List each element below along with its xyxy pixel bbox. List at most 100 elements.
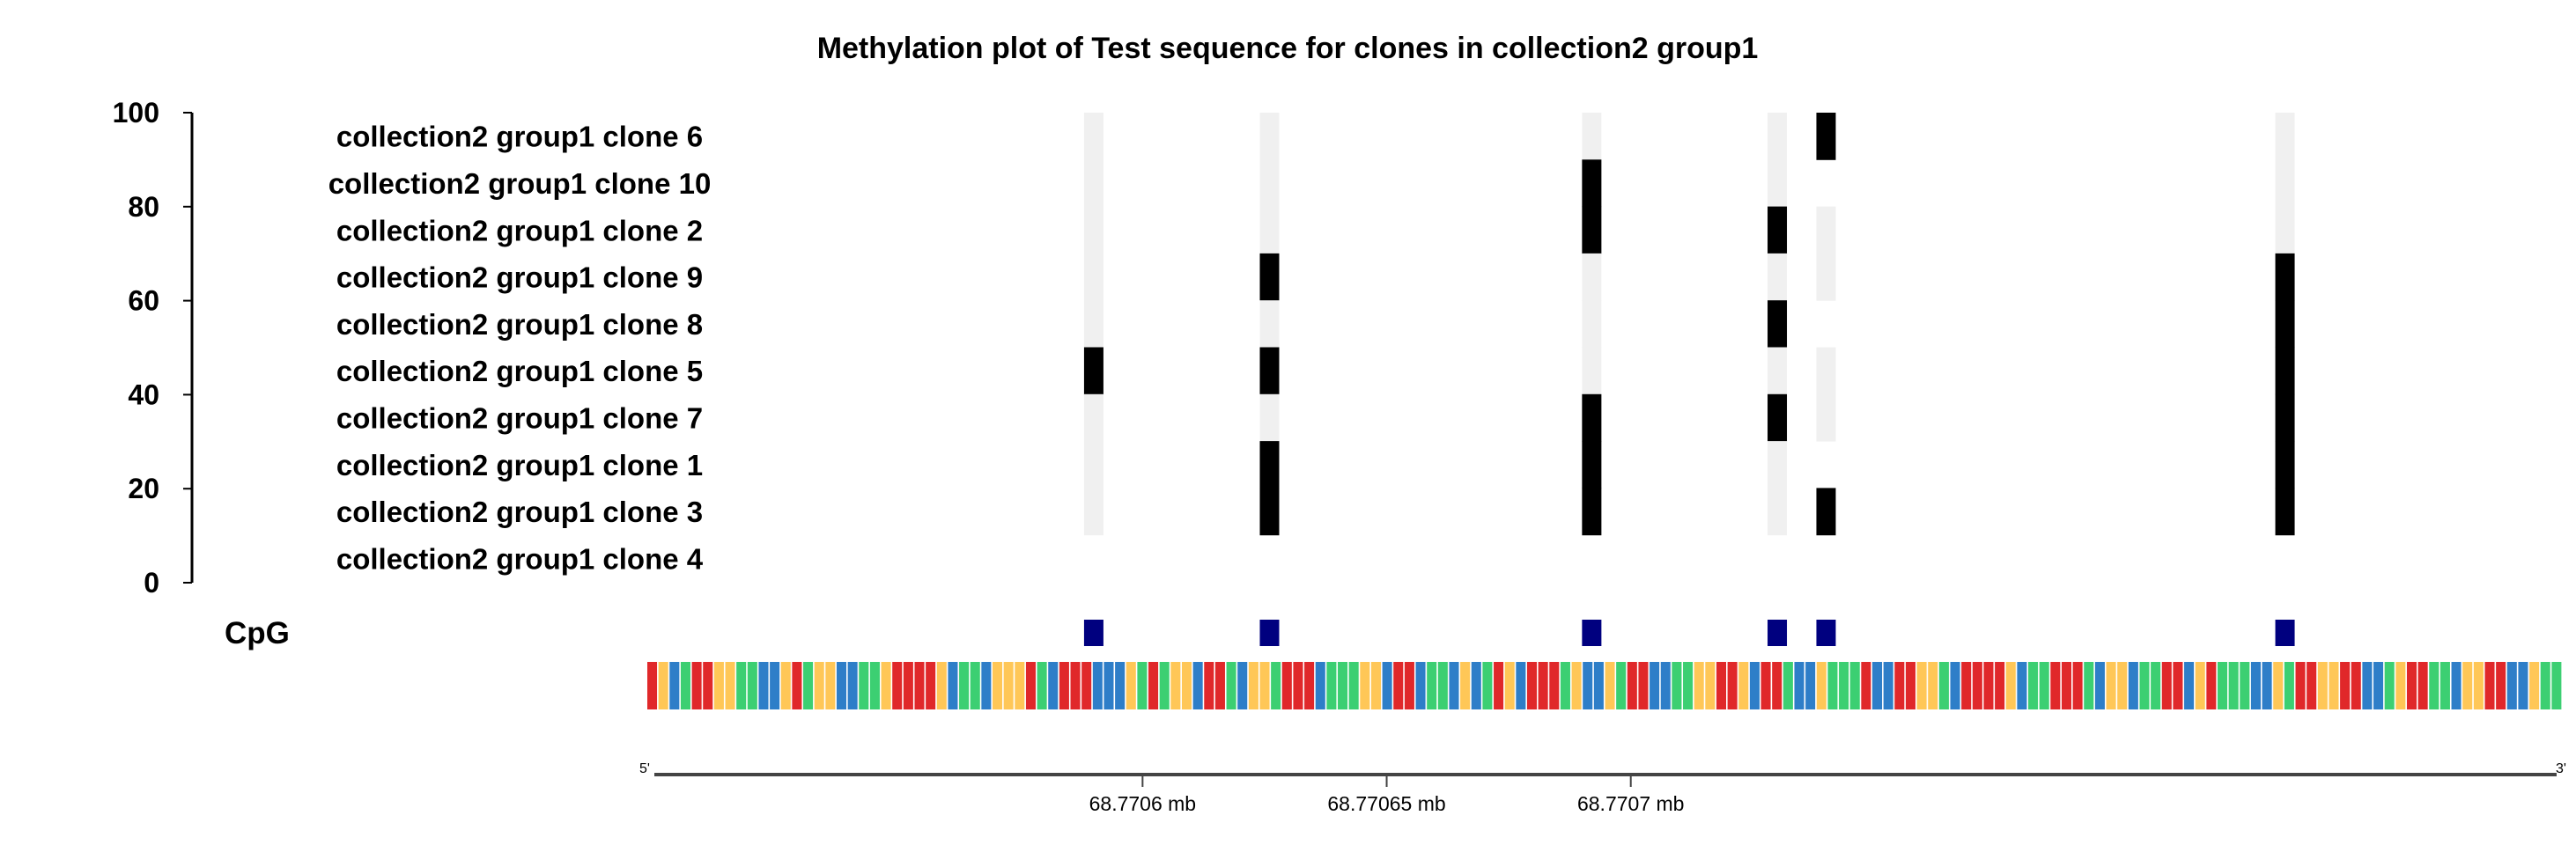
unmethylated-cell xyxy=(2275,113,2295,160)
sequence-base xyxy=(2017,662,2027,709)
cpg-track-label: CpG xyxy=(225,616,290,650)
sequence-base xyxy=(2128,662,2138,709)
methylated-cell xyxy=(1768,393,1788,442)
methylated-cell xyxy=(1816,113,1836,160)
sequence-base xyxy=(1716,662,1726,709)
sequence-base xyxy=(680,662,690,709)
sequence-base xyxy=(669,662,680,709)
sequence-base xyxy=(691,662,702,709)
cpg-site-marker xyxy=(1816,620,1836,646)
sequence-base xyxy=(2206,662,2217,709)
cpg-site-marker xyxy=(2275,620,2295,646)
sequence-base xyxy=(1460,662,1471,709)
sequence-base xyxy=(2506,662,2517,709)
sequence-base xyxy=(847,662,858,709)
y-tick-label: 20 xyxy=(128,473,159,504)
unmethylated-cell xyxy=(1768,347,1788,395)
sequence-base xyxy=(2117,662,2128,709)
five-prime-label: 5' xyxy=(639,761,650,776)
chart-title: Methylation plot of Test sequence for cl… xyxy=(817,32,1759,65)
sequence-base xyxy=(2072,662,2083,709)
sequence-base xyxy=(970,662,980,709)
sequence-base xyxy=(1170,662,1181,709)
sequence-base xyxy=(2184,662,2195,709)
sequence-base xyxy=(1683,662,1694,709)
unmethylated-cell xyxy=(1083,113,1103,160)
sequence-base xyxy=(1226,662,1236,709)
sequence-base xyxy=(892,662,903,709)
cpg-site-marker xyxy=(1582,620,1602,646)
sequence-base xyxy=(959,662,970,709)
sequence-base xyxy=(803,662,814,709)
sequence-base xyxy=(2384,662,2395,709)
unmethylated-cell xyxy=(1582,347,1602,395)
clone-label: collection2 group1 clone 9 xyxy=(336,261,703,294)
sequence-base xyxy=(2050,662,2061,709)
sequence-base xyxy=(1571,662,1582,709)
clone-label: collection2 group1 clone 1 xyxy=(336,449,703,481)
methylated-cell xyxy=(1083,347,1103,395)
x-tick-label: 68.77065 mb xyxy=(1327,792,1445,815)
sequence-base xyxy=(647,662,658,709)
sequence-base xyxy=(948,662,958,709)
sequence-base xyxy=(1214,662,1225,709)
clone-label: collection2 group1 clone 8 xyxy=(336,308,703,341)
sequence-base xyxy=(2406,662,2417,709)
sequence-base xyxy=(2529,662,2540,709)
genomic-axis: 5' 3' 68.7706 mb 68.77065 mb 68.7707 mb xyxy=(639,761,2566,815)
sequence-base xyxy=(2273,662,2284,709)
methylated-cell xyxy=(1582,206,1602,254)
sequence-base xyxy=(1404,662,1414,709)
sequence-base xyxy=(1593,662,1604,709)
cpg-site-marker xyxy=(1083,620,1103,646)
sequence-base xyxy=(792,662,802,709)
sequence-base xyxy=(1048,662,1059,709)
sequence-base xyxy=(1338,662,1348,709)
unmethylated-cell xyxy=(1768,113,1788,160)
methylated-cell xyxy=(2275,441,2295,489)
y-tick-label: 40 xyxy=(128,378,159,410)
methylated-cell xyxy=(1582,393,1602,442)
x-tick-label: 68.7706 mb xyxy=(1089,792,1196,815)
sequence-base xyxy=(2429,662,2439,709)
sequence-base xyxy=(780,662,791,709)
sequence-base xyxy=(1025,662,1036,709)
sequence-base xyxy=(2362,662,2373,709)
sequence-base xyxy=(713,662,724,709)
sequence-base xyxy=(1482,662,1493,709)
methylated-cell xyxy=(1816,488,1836,536)
sequence-base xyxy=(1259,662,1270,709)
x-tick-label: 68.7707 mb xyxy=(1577,792,1684,815)
unmethylated-cell xyxy=(1768,253,1788,301)
sequence-base xyxy=(2551,662,2562,709)
sequence-base xyxy=(1526,662,1538,709)
unmethylated-cell xyxy=(1259,159,1280,208)
sequence-base xyxy=(1271,662,1281,709)
sequence-base xyxy=(2084,662,2094,709)
sequence-base xyxy=(2417,662,2428,709)
sequence-base xyxy=(926,662,936,709)
unmethylated-cell xyxy=(1259,393,1280,442)
unmethylated-cell xyxy=(1816,206,1836,254)
unmethylated-cell xyxy=(1083,206,1103,254)
sequence-base xyxy=(1938,662,1949,709)
sequence-base xyxy=(1749,662,1760,709)
sequence-base xyxy=(1616,662,1627,709)
unmethylated-cell xyxy=(1083,300,1103,348)
sequence-base xyxy=(1961,662,1972,709)
sequence-base xyxy=(2518,662,2528,709)
sequence-base xyxy=(2240,662,2250,709)
sequence-base xyxy=(1950,662,1960,709)
sequence-base xyxy=(1560,662,1570,709)
methylated-cell xyxy=(1768,206,1788,254)
sequence-base xyxy=(1204,662,1214,709)
sequence-base xyxy=(1237,662,1248,709)
sequence-base xyxy=(1827,662,1838,709)
sequence-base xyxy=(1449,662,1459,709)
sequence-base xyxy=(1794,662,1805,709)
methylated-cell xyxy=(1259,347,1280,395)
sequence-base xyxy=(725,662,735,709)
sequence-base xyxy=(2439,662,2450,709)
sequence-base xyxy=(993,662,1003,709)
sequence-base xyxy=(2217,662,2228,709)
